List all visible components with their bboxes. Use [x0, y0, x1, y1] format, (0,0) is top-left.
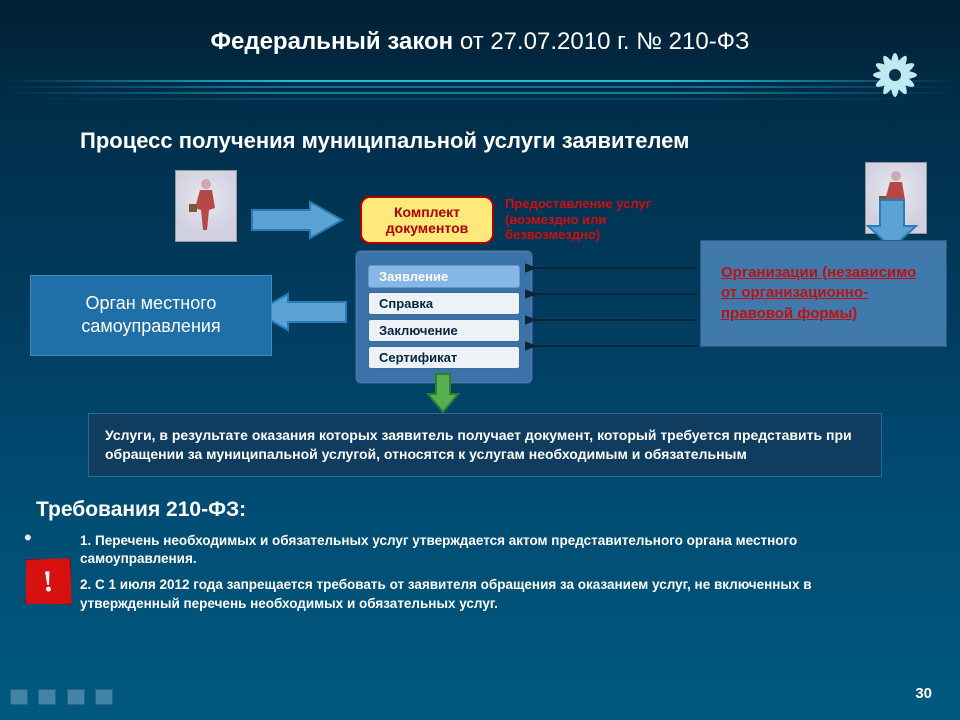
doc-item: Заключение — [368, 319, 520, 342]
title-bold: Федеральный закон — [211, 28, 454, 55]
arrow-pack-to-text — [426, 372, 460, 414]
next-icon[interactable] — [95, 689, 113, 705]
deco-lines — [0, 80, 960, 110]
prev-icon[interactable] — [10, 689, 28, 705]
doc-item: Справка — [368, 292, 520, 315]
page-number: 30 — [915, 685, 932, 702]
arrows-org-to-docs — [525, 258, 700, 358]
slideshow-nav[interactable] — [10, 689, 119, 710]
subtitle: Процесс получения муниципальной услуги з… — [80, 128, 689, 154]
doc-item: Заявление — [368, 265, 520, 288]
requirement-item: 1. Перечень необходимых и обязательных у… — [80, 532, 890, 568]
definition-block: Услуги, в результате оказания которых за… — [88, 413, 882, 477]
pen-icon[interactable] — [38, 689, 56, 705]
attention-badge: ! — [22, 556, 73, 607]
documents-bubble: Комплект документов — [360, 196, 494, 244]
provision-label: Предоставление услуг (возмездно или безв… — [505, 196, 680, 243]
page-title: Федеральный закон от 27.07.2010 г. № 210… — [0, 28, 960, 56]
bullet-dot: • — [24, 525, 32, 551]
authority-box: Орган местного самоуправления — [30, 275, 272, 356]
menu-icon[interactable] — [67, 689, 85, 705]
organizations-box: Организации (независимо от организационн… — [700, 240, 947, 347]
documents-pack: Заявление Справка Заключение Сертификат — [355, 250, 533, 384]
applicant-figure-left — [175, 170, 237, 242]
doc-item: Сертификат — [368, 346, 520, 369]
title-rest: от 27.07.2010 г. № 210-ФЗ — [453, 28, 749, 55]
requirement-item: 2. С 1 июля 2012 года запрещается требов… — [80, 576, 890, 612]
requirements-list: 1. Перечень необходимых и обязательных у… — [80, 532, 890, 621]
arrow-applicant-to-docs — [250, 200, 346, 240]
requirements-heading: Требования 210-ФЗ: — [36, 498, 246, 522]
